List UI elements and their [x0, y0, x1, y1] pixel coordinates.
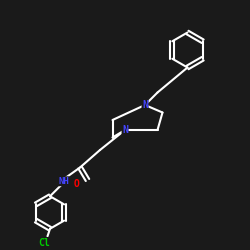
- Text: N: N: [142, 100, 148, 110]
- Text: NH: NH: [58, 177, 69, 186]
- Text: Cl: Cl: [38, 238, 50, 248]
- Text: O: O: [73, 179, 79, 189]
- Text: N: N: [122, 125, 128, 135]
